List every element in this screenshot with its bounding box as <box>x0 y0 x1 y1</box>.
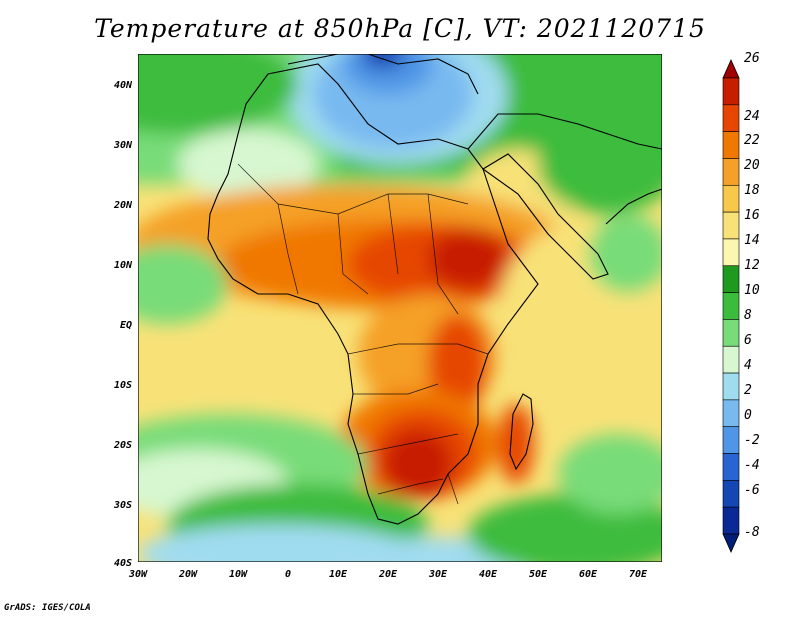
colorbar-label: 24 <box>744 109 760 124</box>
colorbar-box <box>722 77 740 106</box>
colorbar-box <box>722 292 740 320</box>
colorbar-box <box>722 265 740 293</box>
lon-label: 50E <box>529 569 548 580</box>
lon-axis: 30W 20W 10W 0 10E 20E 30E 40E 50E 60E 70… <box>128 569 648 580</box>
colorbar-box <box>722 345 740 374</box>
lon-label: 20W <box>178 569 198 580</box>
colorbar-label: 20 <box>744 158 760 173</box>
lat-label: 30N <box>113 140 133 151</box>
lat-label: 40N <box>114 80 133 91</box>
lat-label: 30S <box>113 500 132 511</box>
lon-label: 20E <box>378 569 398 580</box>
map-canvas <box>138 54 662 562</box>
lon-label: 60E <box>579 569 598 580</box>
colorbar-label: 12 <box>744 258 760 273</box>
colorbar-top-arrow <box>722 59 740 79</box>
colorbar-box <box>722 158 740 186</box>
colorbar-label: 2 <box>744 383 752 398</box>
colorbar: 26 24 22 20 18 16 14 12 10 8 6 4 2 0 -2 … <box>722 51 760 553</box>
colorbar-label: 22 <box>744 133 760 148</box>
colorbar-box <box>722 480 740 508</box>
colorbar-label: 0 <box>744 408 752 423</box>
lat-label: 40S <box>114 558 132 569</box>
colorbar-label: 6 <box>744 333 752 348</box>
colorbar-box <box>722 506 740 535</box>
temperature-field <box>138 54 662 562</box>
lat-label: 20S <box>113 440 132 451</box>
colorbar-label: -4 <box>744 458 760 473</box>
lon-label: 40E <box>479 569 498 580</box>
colorbar-box <box>722 399 740 428</box>
country-borders <box>237 163 489 505</box>
lat-label: 10S <box>114 380 132 391</box>
colorbar-labels: 26 24 22 20 18 16 14 12 10 8 6 4 2 0 -2 … <box>744 51 760 540</box>
lat-label: EQ <box>120 320 132 331</box>
colorbar-label: 8 <box>744 308 752 323</box>
colorbar-label: 26 <box>744 51 760 66</box>
lat-axis: 40N 30N 20N 10N EQ 10S 20S 30S 40S <box>113 80 133 569</box>
lon-label: 70E <box>629 569 648 580</box>
colorbar-label: 18 <box>744 183 760 198</box>
lon-label: 10W <box>229 569 248 580</box>
colorbar-box <box>722 211 740 240</box>
colorbar-box <box>722 184 740 213</box>
colorbar-box <box>722 319 740 347</box>
colorbar-label: -8 <box>744 525 760 540</box>
colorbar-label: -6 <box>744 483 760 498</box>
colorbar-box <box>722 453 740 481</box>
lat-label: 10N <box>114 260 133 271</box>
colorbar-bottom-arrow <box>722 533 740 553</box>
lon-label: 0 <box>285 569 291 580</box>
lat-label: 20N <box>113 200 133 211</box>
colorbar-label: 16 <box>744 208 760 223</box>
colorbar-boxes <box>722 77 740 535</box>
colorbar-label: -2 <box>744 433 760 448</box>
lon-label: 10E <box>329 569 348 580</box>
colorbar-box <box>722 131 740 159</box>
colorbar-label: 14 <box>744 233 760 248</box>
lon-label: 30E <box>428 569 448 580</box>
colorbar-box <box>722 104 740 132</box>
temperature-map <box>138 54 662 562</box>
colorbar-box <box>722 426 740 454</box>
grads-credit: GrADS: IGES/COLA <box>4 603 91 613</box>
colorbar-label: 4 <box>744 358 752 373</box>
colorbar-label: 10 <box>744 283 760 298</box>
colorbar-box <box>722 238 740 267</box>
map-title: Temperature at 850hPa [C], VT: 202112071… <box>94 14 706 43</box>
lon-label: 30W <box>128 569 148 580</box>
colorbar-box <box>722 372 740 401</box>
coastlines <box>207 54 662 525</box>
